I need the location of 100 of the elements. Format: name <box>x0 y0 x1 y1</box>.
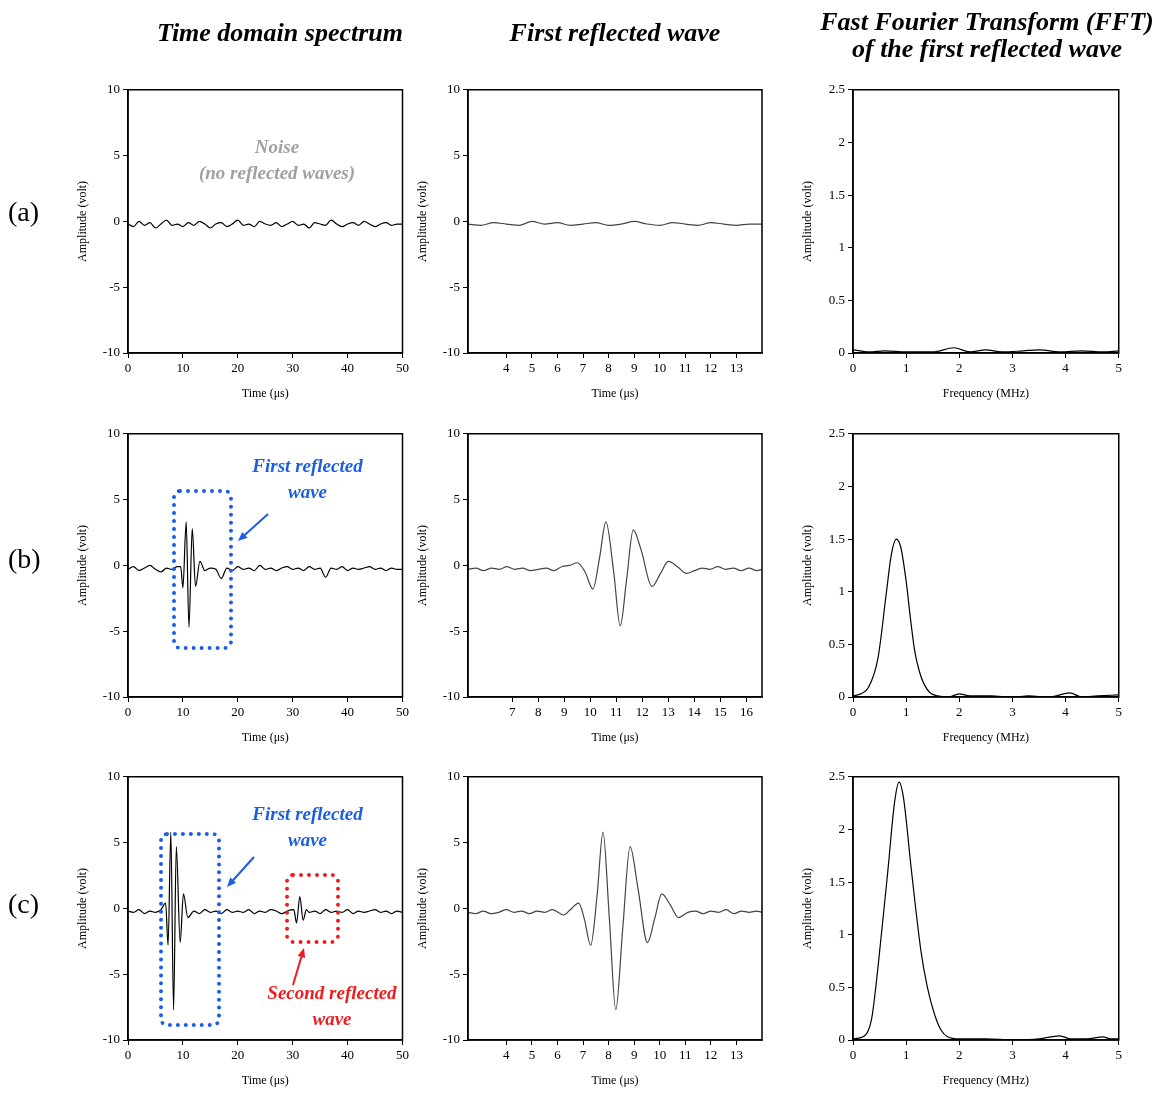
x-tick-label: 2 <box>956 704 963 720</box>
x-axis-title: Time (μs) <box>241 385 289 400</box>
x-tick-label: 8 <box>605 1047 612 1063</box>
y-axis-title: Amplitude (volt) <box>415 524 430 606</box>
y-tick-label: 1 <box>838 239 845 255</box>
x-tick-label: 40 <box>341 360 355 376</box>
x-tick-label: 50 <box>396 1047 409 1063</box>
y-tick-label: 10 <box>107 81 120 97</box>
x-tick-label: 6 <box>554 360 562 376</box>
x-tick-label: 5 <box>1115 704 1122 720</box>
y-tick-label: 1.5 <box>828 186 845 202</box>
y-tick-label: -10 <box>442 688 460 704</box>
y-axis-title: Amplitude (volt) <box>415 867 430 949</box>
y-tick-label: 0 <box>838 1031 845 1047</box>
y-tick-label: 1.5 <box>828 530 845 546</box>
x-tick-label: 0 <box>849 704 857 720</box>
y-tick-label: 5 <box>453 147 460 163</box>
y-tick-label: 0.5 <box>828 635 845 651</box>
y-tick-label: 1 <box>838 583 845 599</box>
x-tick-label: 13 <box>661 704 675 720</box>
x-tick-label: 0 <box>124 704 132 720</box>
x-tick-label: 0 <box>124 1047 132 1063</box>
y-tick-label: 0 <box>453 899 460 915</box>
x-tick-label: 6 <box>554 1047 562 1063</box>
y-tick-label: -10 <box>102 1031 120 1047</box>
x-tick-label: 5 <box>528 1047 536 1063</box>
x-tick-label: 10 <box>176 704 190 720</box>
x-axis-title: Time (μs) <box>591 729 639 744</box>
x-tick-label: 15 <box>713 704 727 720</box>
x-tick-label: 5 <box>1115 360 1122 376</box>
x-tick-label: 8 <box>605 360 612 376</box>
y-tick-label: 10 <box>447 768 460 784</box>
x-tick-label: 4 <box>1062 704 1070 720</box>
annotation: Noise <box>253 135 301 159</box>
text: (b) <box>8 543 41 575</box>
x-tick-label: 12 <box>704 1047 718 1063</box>
x-tick-label: 5 <box>528 360 536 376</box>
y-axis-title: Amplitude (volt) <box>800 180 815 262</box>
y-tick-label: 0 <box>453 212 460 228</box>
y-tick-label: -5 <box>449 278 460 294</box>
x-tick-label: 14 <box>687 704 702 720</box>
annotation: First reflected wave <box>251 454 364 504</box>
x-tick-label: 5 <box>1115 1047 1122 1063</box>
x-axis-title: Frequency (MHz) <box>942 729 1030 744</box>
x-tick-label: 7 <box>579 1047 587 1063</box>
x-tick-label: 3 <box>1009 704 1016 720</box>
y-tick-label: -5 <box>109 278 120 294</box>
x-tick-label: 30 <box>286 704 300 720</box>
x-tick-label: 10 <box>176 1047 190 1063</box>
y-tick-label: -10 <box>102 688 120 704</box>
y-tick-label: 10 <box>107 768 120 784</box>
x-tick-label: 10 <box>653 360 667 376</box>
y-tick-label: -5 <box>449 622 460 638</box>
y-tick-label: 5 <box>113 834 120 850</box>
x-tick-label: 11 <box>610 704 623 720</box>
x-tick-label: 12 <box>635 704 649 720</box>
x-tick-label: 3 <box>1009 360 1016 376</box>
x-tick-label: 50 <box>396 704 409 720</box>
x-tick-label: 3 <box>1009 1047 1016 1063</box>
y-axis-title: Amplitude (volt) <box>415 180 430 262</box>
y-tick-label: -10 <box>102 344 120 360</box>
x-tick-label: 30 <box>286 360 300 376</box>
x-tick-label: 2 <box>956 360 963 376</box>
chart-title: Fast Fourier Transform (FFT) of the first reflected wave <box>819 7 1155 63</box>
x-tick-label: 16 <box>739 704 754 720</box>
y-tick-label: -10 <box>442 1031 460 1047</box>
line-series <box>468 831 762 1011</box>
y-tick-label: 2.5 <box>828 768 845 784</box>
x-tick-label: 4 <box>503 360 511 376</box>
x-tick-label: 0 <box>849 1047 857 1063</box>
x-tick-label: 7 <box>508 704 516 720</box>
x-tick-label: 10 <box>653 1047 667 1063</box>
y-tick-label: 2.5 <box>828 81 845 97</box>
y-tick-label: -5 <box>449 965 460 981</box>
x-tick-label: 11 <box>679 360 692 376</box>
y-axis-title: Amplitude (volt) <box>800 867 815 949</box>
y-tick-label: 10 <box>107 425 120 441</box>
y-tick-label: 5 <box>113 491 120 507</box>
x-tick-label: 0 <box>124 360 132 376</box>
y-tick-label: 2.5 <box>828 425 845 441</box>
y-tick-label: 5 <box>453 491 460 507</box>
y-axis-title: Amplitude (volt) <box>800 524 815 606</box>
x-tick-label: 7 <box>579 360 587 376</box>
x-tick-label: 40 <box>341 704 355 720</box>
y-axis-title: Amplitude (volt) <box>75 867 90 949</box>
y-tick-label: 2 <box>838 133 845 149</box>
x-tick-label: 4 <box>503 1047 511 1063</box>
x-axis-title: Frequency (MHz) <box>942 385 1030 400</box>
annotation: Second reflected wave <box>266 981 398 1031</box>
y-tick-label: 5 <box>453 834 460 850</box>
y-axis-title: Amplitude (volt) <box>75 524 90 606</box>
x-tick-label: 9 <box>561 704 568 720</box>
y-tick-label: 0.5 <box>828 978 845 994</box>
x-axis-title: Time (μs) <box>591 1072 639 1087</box>
y-tick-label: 0.5 <box>828 291 845 307</box>
x-tick-label: 13 <box>729 1047 743 1063</box>
x-tick-label: 1 <box>902 1047 910 1063</box>
y-tick-label: 0 <box>453 556 460 572</box>
x-tick-label: 10 <box>176 360 190 376</box>
x-tick-label: 30 <box>286 1047 300 1063</box>
